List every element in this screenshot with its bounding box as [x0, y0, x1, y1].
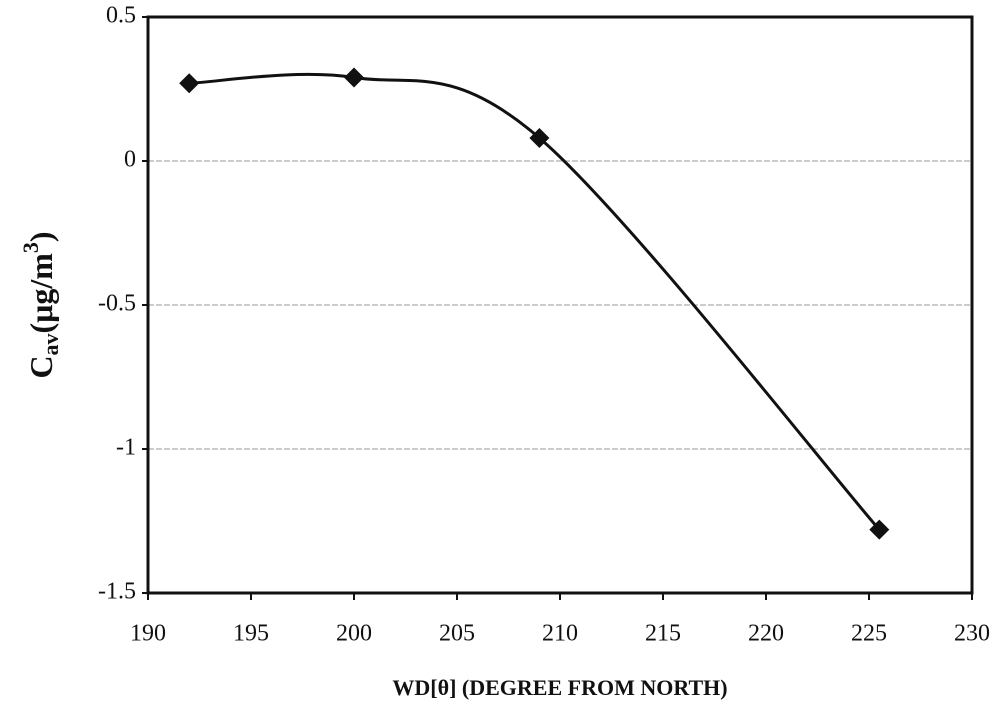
marker [529, 127, 550, 148]
plot-frame [146, 15, 974, 595]
y-label-sup: 3 [18, 242, 43, 253]
marker [344, 67, 364, 88]
x-tick-label: 215 [645, 621, 681, 647]
x-tick-label: 220 [748, 621, 784, 647]
y-tick-label: -0.5 [98, 291, 136, 317]
marker [869, 519, 890, 540]
y-label-close: ) [23, 231, 59, 242]
x-tick-label: 230 [954, 621, 990, 647]
line [189, 72, 881, 531]
y-label-sub: av [38, 333, 63, 355]
x-axis-label: WD[θ] (DEGREE FROM NORTH) [392, 675, 727, 700]
x-tick-label: 205 [439, 621, 475, 647]
y-tick-label: 0.5 [106, 3, 136, 29]
y-axis-label: Cav(μg/m3) [18, 231, 63, 378]
y-tick-label: 0 [124, 147, 136, 173]
x-tick-label: 210 [542, 621, 578, 647]
y-tick-label: -1 [116, 435, 136, 461]
x-tick-label: 190 [130, 621, 166, 647]
x-tick-label: 225 [851, 621, 887, 647]
y-tick-label: -1.5 [98, 579, 136, 605]
y-label-main: C [23, 355, 59, 378]
x-tick-label: 200 [336, 621, 372, 647]
x-tick-label: 195 [233, 621, 269, 647]
marker [179, 73, 200, 94]
y-label-unit: (μg/m [23, 253, 59, 334]
